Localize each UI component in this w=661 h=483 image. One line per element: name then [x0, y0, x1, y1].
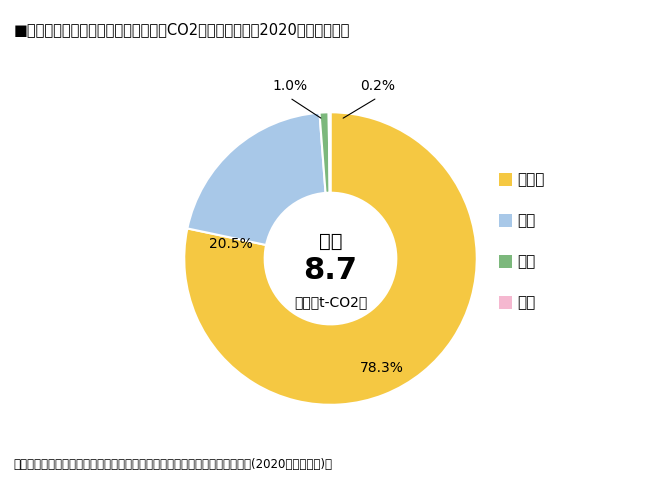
- Text: （百万t-CO2）: （百万t-CO2）: [294, 296, 367, 310]
- Text: 8.7: 8.7: [303, 256, 358, 285]
- Text: ■都における運輸部門（運輸機関別）CO2排出量構成比（2020年度速報値）: ■都における運輸部門（運輸機関別）CO2排出量構成比（2020年度速報値）: [13, 22, 350, 37]
- Wedge shape: [329, 112, 330, 193]
- FancyBboxPatch shape: [498, 173, 512, 186]
- Text: 鉄道: 鉄道: [518, 213, 536, 228]
- Text: 船舶: 船舶: [518, 254, 536, 269]
- Wedge shape: [187, 113, 325, 245]
- Text: 1.0%: 1.0%: [272, 79, 307, 93]
- Text: 総量: 総量: [319, 231, 342, 251]
- Wedge shape: [184, 112, 477, 405]
- Text: 航空: 航空: [518, 295, 536, 310]
- FancyBboxPatch shape: [498, 296, 512, 309]
- Text: 78.3%: 78.3%: [360, 361, 404, 375]
- Text: 0.2%: 0.2%: [360, 79, 395, 93]
- FancyBboxPatch shape: [498, 214, 512, 227]
- Wedge shape: [319, 112, 330, 193]
- Text: 自動車: 自動車: [518, 172, 545, 187]
- Text: 出典：東京都「都におけるエネルギー消費及び温室効果ガス排出量総合調査(2020年度速報値)」: 出典：東京都「都におけるエネルギー消費及び温室効果ガス排出量総合調査(2020年…: [13, 458, 332, 471]
- Text: 20.5%: 20.5%: [209, 237, 253, 251]
- FancyBboxPatch shape: [498, 255, 512, 268]
